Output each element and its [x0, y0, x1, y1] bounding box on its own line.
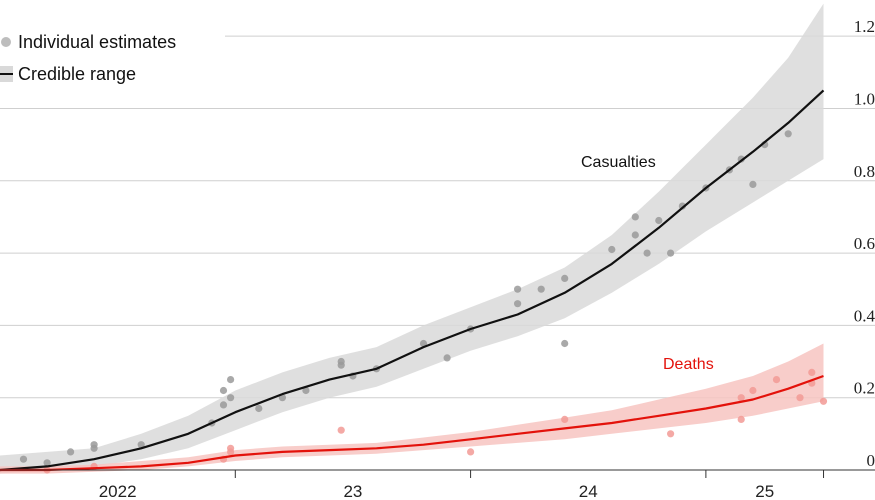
point-casualties [227, 394, 235, 402]
point-casualties [678, 202, 687, 210]
point-deaths [819, 397, 828, 405]
series-label-casualties: Casualties [581, 154, 656, 171]
legend: Individual estimates Credible range [0, 32, 176, 84]
point-deaths [467, 448, 475, 456]
band-deaths [0, 343, 824, 474]
y-tick-label: 0.6 [854, 234, 875, 253]
point-casualties [219, 386, 228, 395]
point-casualties [561, 339, 569, 348]
point-deaths [749, 386, 757, 395]
point-deaths [737, 394, 745, 402]
point-deaths [808, 368, 816, 376]
estimate-points [19, 130, 828, 474]
point-casualties [219, 401, 228, 409]
point-deaths [561, 415, 569, 423]
y-tick-label: 0.4 [854, 306, 875, 325]
line-casualties [0, 89, 825, 472]
point-deaths [667, 430, 675, 438]
point-casualties [337, 357, 345, 366]
point-casualties [643, 249, 651, 257]
point-casualties [443, 354, 451, 362]
point-casualties [749, 180, 757, 188]
point-casualties [667, 249, 675, 257]
point-casualties [784, 130, 792, 138]
line-deaths [0, 374, 824, 472]
y-tick-label: 0 [867, 451, 875, 470]
axes: 0 0.2 0.4 0.6 0.8 1.0 1.2 2022 23 24 25 [0, 17, 875, 500]
x-tick-label: 2022 [99, 482, 137, 500]
band-casualties [0, 3, 824, 474]
point-casualties [302, 386, 310, 395]
point-casualties [537, 285, 545, 293]
point-deaths [737, 415, 745, 423]
point-casualties [137, 441, 145, 449]
point-casualties [67, 448, 75, 456]
x-tick-label: 25 [755, 482, 774, 500]
point-casualties [90, 444, 98, 452]
series-label-deaths: Deaths [663, 356, 714, 373]
point-casualties [255, 404, 263, 413]
y-tick-label: 0.8 [854, 162, 875, 181]
point-deaths [772, 376, 781, 384]
point-deaths [337, 426, 345, 434]
point-deaths [796, 394, 804, 402]
legend-label-credible: Credible range [18, 64, 136, 84]
y-tick-label: 1.0 [854, 89, 875, 108]
series-lines [0, 89, 825, 472]
point-casualties [631, 231, 639, 239]
point-casualties [655, 216, 663, 225]
point-casualties [514, 300, 522, 308]
point-casualties [561, 274, 569, 282]
point-casualties [43, 459, 51, 467]
point-casualties [631, 213, 639, 221]
x-tick-label: 23 [343, 482, 362, 500]
x-tick-label: 24 [579, 482, 598, 500]
point-casualties [19, 455, 28, 463]
y-tick-label: 0.2 [854, 379, 875, 398]
y-tick-label: 1.2 [854, 17, 875, 36]
legend-point-icon [1, 37, 11, 47]
credible-bands [0, 3, 824, 474]
point-casualties [608, 245, 616, 254]
point-casualties [227, 376, 235, 384]
legend-label-estimates: Individual estimates [18, 32, 176, 52]
point-casualties [514, 285, 522, 293]
point-deaths [227, 444, 235, 452]
